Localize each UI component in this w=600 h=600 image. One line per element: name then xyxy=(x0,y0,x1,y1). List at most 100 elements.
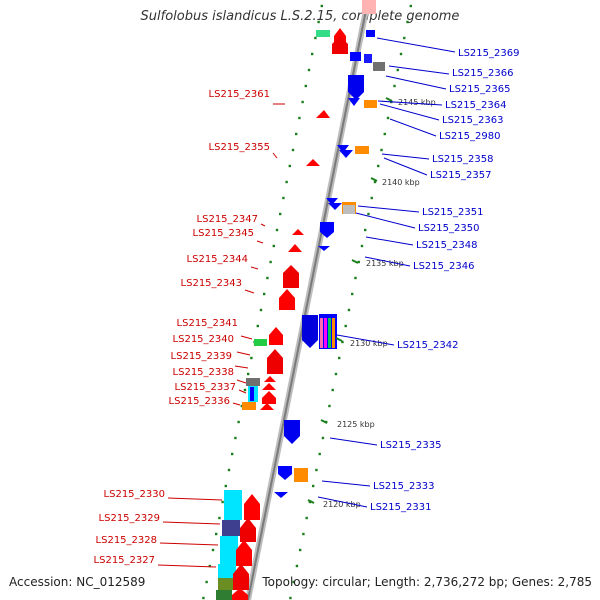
gene-label[interactable]: LS215_2338 xyxy=(173,367,234,378)
gene-label[interactable]: LS215_2980 xyxy=(439,131,500,142)
gene-label[interactable]: LS215_2336 xyxy=(169,396,230,407)
gene-feature[interactable] xyxy=(348,75,364,100)
kbp-tick-label: 2145 kbp xyxy=(398,98,436,107)
gene-label[interactable]: LS215_2364 xyxy=(445,100,506,111)
gene-feature[interactable] xyxy=(362,0,376,14)
page-title: Sulfolobus islandicus L.S.2.15, complete… xyxy=(140,9,460,24)
gene-feature[interactable] xyxy=(302,315,318,348)
gene-feature[interactable] xyxy=(242,402,256,410)
gene-label[interactable]: LS215_2343 xyxy=(181,278,242,289)
label-leader-line xyxy=(364,256,411,267)
gene-feature[interactable] xyxy=(320,318,323,348)
gene-feature[interactable] xyxy=(364,54,372,63)
gene-feature[interactable] xyxy=(279,289,295,310)
gene-feature[interactable] xyxy=(244,494,260,520)
label-leader-line xyxy=(260,223,266,227)
gene-feature[interactable] xyxy=(316,30,330,37)
gene-feature[interactable] xyxy=(250,387,254,401)
gene-label[interactable]: LS215_2357 xyxy=(430,170,491,181)
gene-label[interactable]: LS215_2363 xyxy=(442,115,503,126)
gene-feature[interactable] xyxy=(316,110,330,118)
gene-feature[interactable] xyxy=(337,145,349,153)
gene-feature[interactable] xyxy=(350,52,361,61)
gene-feature[interactable] xyxy=(216,590,232,600)
gene-feature[interactable] xyxy=(320,222,334,238)
gene-feature[interactable] xyxy=(288,244,302,252)
gene-feature[interactable] xyxy=(218,564,236,578)
gene-feature[interactable] xyxy=(328,318,331,348)
gene-feature[interactable] xyxy=(339,150,353,158)
gene-label[interactable]: LS215_2331 xyxy=(370,502,431,513)
gene-feature[interactable] xyxy=(233,564,249,590)
gene-label[interactable]: LS215_2347 xyxy=(197,214,258,225)
gene-feature[interactable] xyxy=(324,318,327,348)
gene-feature[interactable] xyxy=(262,391,276,404)
gene-label[interactable]: LS215_2361 xyxy=(209,89,270,100)
label-leader-line xyxy=(388,65,450,75)
label-leader-line xyxy=(357,205,420,213)
gene-label[interactable]: LS215_2348 xyxy=(416,240,477,251)
gene-feature[interactable] xyxy=(246,378,260,386)
kbp-tick-label: 2130 kbp xyxy=(350,339,388,348)
gene-feature[interactable] xyxy=(284,420,300,444)
gene-label[interactable]: LS215_2341 xyxy=(177,318,238,329)
left-gene-labels: LS215_2361 LS215_2355 LS215_2347 LS215_2345… xyxy=(94,89,270,566)
gene-feature[interactable] xyxy=(373,62,385,71)
gene-label[interactable]: LS215_2328 xyxy=(96,535,157,546)
gene-label[interactable]: LS215_2330 xyxy=(104,489,165,500)
gene-label[interactable]: LS215_2345 xyxy=(193,228,254,239)
gene-feature[interactable] xyxy=(355,146,369,154)
gene-label[interactable]: LS215_2340 xyxy=(173,334,234,345)
gene-label[interactable]: LS215_2355 xyxy=(209,142,270,153)
gene-feature[interactable] xyxy=(343,205,355,214)
gene-feature[interactable] xyxy=(236,540,252,566)
gene-feature[interactable] xyxy=(283,265,299,288)
gene-feature[interactable] xyxy=(332,318,335,348)
gene-label[interactable]: LS215_2366 xyxy=(452,68,513,79)
gene-feature[interactable] xyxy=(274,492,288,498)
gene-feature[interactable] xyxy=(328,203,342,210)
reverse-genes xyxy=(274,0,385,498)
gene-feature[interactable] xyxy=(254,339,267,346)
gene-feature[interactable] xyxy=(218,578,234,590)
gene-label[interactable]: LS215_2365 xyxy=(449,84,510,95)
gene-feature[interactable] xyxy=(224,490,242,520)
gene-label[interactable]: LS215_2346 xyxy=(413,261,474,272)
gene-feature[interactable] xyxy=(269,327,283,345)
gene-feature[interactable] xyxy=(267,349,283,374)
gene-label[interactable]: LS215_2333 xyxy=(373,481,434,492)
gene-feature[interactable] xyxy=(264,376,276,382)
gene-feature[interactable] xyxy=(240,518,256,542)
gene-label[interactable]: LS215_2351 xyxy=(422,207,483,218)
gene-feature[interactable] xyxy=(366,30,375,37)
label-leader-line xyxy=(157,564,217,568)
gene-label[interactable]: LS215_2337 xyxy=(175,382,236,393)
gene-feature[interactable] xyxy=(294,468,308,482)
label-leader-line xyxy=(381,153,430,160)
gene-feature[interactable] xyxy=(364,100,377,108)
gene-feature[interactable] xyxy=(222,520,240,536)
gene-label[interactable]: LS215_2327 xyxy=(94,555,155,566)
gene-feature[interactable] xyxy=(348,98,360,106)
gene-feature[interactable] xyxy=(332,36,348,54)
gene-feature[interactable] xyxy=(292,229,304,235)
gene-feature[interactable] xyxy=(262,383,276,390)
gene-feature[interactable] xyxy=(260,403,274,410)
gene-label[interactable]: LS215_2329 xyxy=(99,513,160,524)
gene-feature[interactable] xyxy=(318,246,330,251)
gene-feature[interactable] xyxy=(220,536,238,564)
label-leader-line xyxy=(236,351,251,356)
gene-feature[interactable] xyxy=(278,466,292,480)
gene-label[interactable]: LS215_2335 xyxy=(380,440,441,451)
gene-feature[interactable] xyxy=(306,159,320,166)
gene-feature[interactable] xyxy=(326,198,338,205)
label-leader-line xyxy=(376,37,456,53)
gene-label[interactable]: LS215_2369 xyxy=(458,48,519,59)
gene-label[interactable]: LS215_2350 xyxy=(418,223,479,234)
gene-label[interactable]: LS215_2344 xyxy=(187,254,248,265)
gene-feature[interactable] xyxy=(232,588,248,600)
gene-label[interactable]: LS215_2358 xyxy=(432,154,493,165)
gene-label[interactable]: LS215_2342 xyxy=(397,340,458,351)
gene-label[interactable]: LS215_2339 xyxy=(171,351,232,362)
